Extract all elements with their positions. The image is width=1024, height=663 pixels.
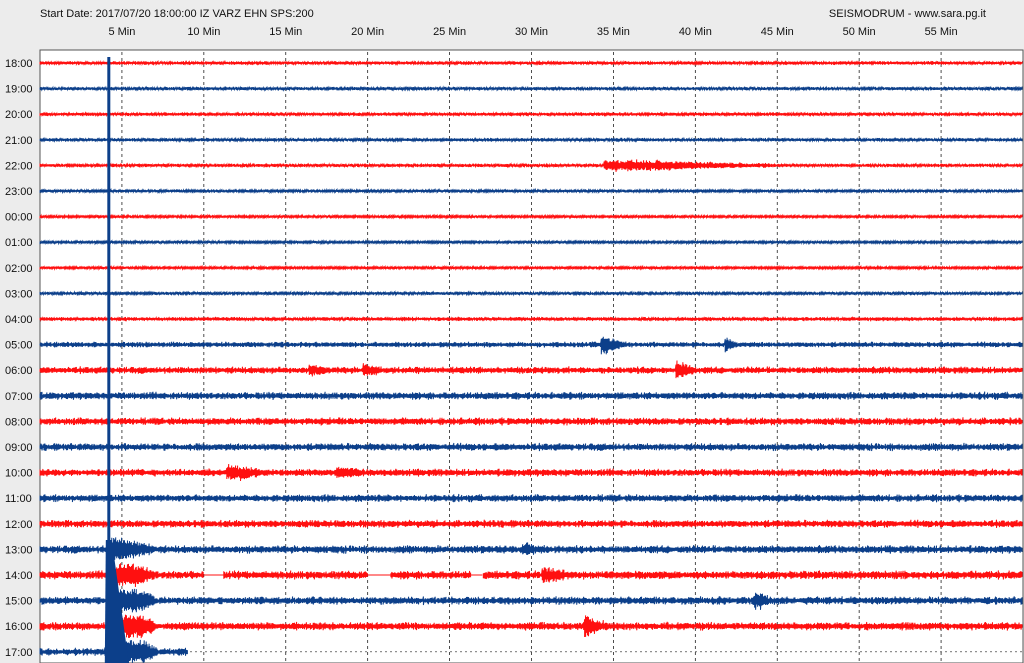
- x-tick-label: 5 Min: [108, 26, 135, 38]
- trace-row-0000: [39, 213, 1023, 220]
- row-time-label: 14:00: [5, 570, 33, 582]
- row-time-label: 05:00: [5, 340, 33, 352]
- x-tick-label: 30 Min: [515, 26, 548, 38]
- x-tick-labels: 5 Min 10 Min 15 Min 20 Min 25 Min 30 Min 35 Mi…: [108, 26, 957, 38]
- row-time-label: 17:00: [5, 647, 33, 659]
- x-tick-label: 10 Min: [187, 26, 220, 38]
- x-tick-label: 45 Min: [761, 26, 794, 38]
- trace-row-1600: [39, 614, 1023, 639]
- trace-row-1900: [39, 85, 1023, 92]
- row-time-label: 19:00: [5, 84, 33, 96]
- trace-row-0200: [39, 264, 1023, 272]
- main-quake-coda: [104, 540, 129, 663]
- trace-row-2000: [39, 110, 1023, 118]
- row-time-label: 11:00: [5, 493, 32, 505]
- row-time-label: 10:00: [5, 468, 33, 480]
- row-time-labels: 18:00 19:00 20:00 21:00 22:00 23:00 00:00 01:00…: [5, 58, 33, 659]
- start-date-info: Start Date: 2017/07/20 18:00:00 IZ VARZ …: [40, 8, 314, 20]
- trace-row-0100: [39, 238, 1023, 246]
- trace-row-1300: [39, 537, 1023, 562]
- x-tick-label: 20 Min: [351, 26, 384, 38]
- chart-header: Start Date: 2017/07/20 18:00:00 IZ VARZ …: [0, 0, 1024, 50]
- row-time-label: 15:00: [5, 596, 33, 608]
- trace-row-0500: [39, 336, 1023, 355]
- row-time-label: 23:00: [5, 186, 33, 198]
- row-time-label: 01:00: [5, 237, 33, 249]
- row-time-label: 09:00: [5, 442, 33, 454]
- traces: [39, 57, 1023, 663]
- trace-row-1500: [39, 588, 1023, 613]
- plot-area: [39, 49, 1024, 663]
- row-time-label: 12:00: [5, 519, 33, 531]
- trace-row-1800: [39, 59, 1023, 67]
- trace-row-1000: [39, 463, 1023, 482]
- trace-row-1100: [39, 493, 1023, 503]
- row-time-label: 20:00: [5, 109, 33, 121]
- row-time-label: 03:00: [5, 288, 33, 300]
- brand-label: SEISMODRUM - www.sara.pg.it: [828, 8, 986, 20]
- trace-row-2100: [39, 136, 1023, 144]
- x-tick-label: 50 Min: [843, 26, 876, 38]
- trace-row-1200: [39, 519, 1023, 528]
- x-tick-label: 55 Min: [925, 26, 958, 38]
- main-quake-band: [107, 57, 111, 663]
- row-time-label: 04:00: [5, 314, 33, 326]
- row-time-label: 07:00: [5, 391, 33, 403]
- trace-row-0800: [39, 417, 1023, 426]
- trace-row-2300: [39, 187, 1023, 195]
- x-tick-label: 40 Min: [679, 26, 712, 38]
- trace-row-0700: [39, 391, 1023, 400]
- row-time-label: 02:00: [5, 263, 33, 275]
- row-time-label: 22:00: [5, 160, 33, 172]
- row-time-label: 00:00: [5, 212, 33, 224]
- x-tick-label: 15 Min: [269, 26, 302, 38]
- trace-row-2200: [39, 159, 1023, 172]
- row-time-label: 13:00: [5, 544, 33, 556]
- row-time-label: 18:00: [5, 58, 33, 70]
- row-time-label: 06:00: [5, 365, 33, 377]
- row-time-label: 16:00: [5, 621, 33, 633]
- trace-row-0300: [39, 290, 1023, 297]
- trace-row-1400: [39, 563, 1023, 588]
- row-time-label: 08:00: [5, 416, 33, 428]
- x-tick-label: 25 Min: [433, 26, 466, 38]
- row-time-label: 21:00: [5, 135, 33, 147]
- trace-row-0400: [39, 315, 1023, 323]
- trace-row-0600: [39, 360, 1023, 379]
- trace-row-0900: [39, 442, 1023, 452]
- x-tick-label: 35 Min: [597, 26, 630, 38]
